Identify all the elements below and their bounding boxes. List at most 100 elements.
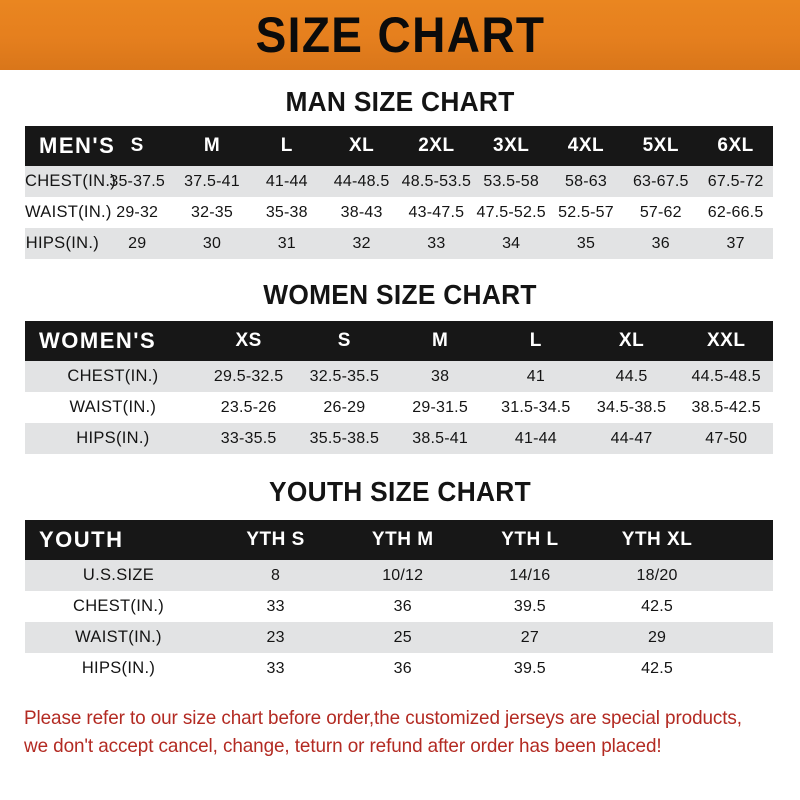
section-title-women: WOMEN SIZE CHART	[263, 279, 537, 310]
column-header: XL	[324, 126, 399, 166]
table-row: WAIST(IN.) 29-32 32-35 35-38 38-43 43-47…	[25, 197, 773, 228]
row-label: WAIST(IN.)	[25, 622, 212, 653]
table-cell: 38-43	[324, 197, 399, 228]
table-cell: 36	[623, 228, 699, 259]
table-cell: 41	[487, 361, 584, 392]
table-cell: 58-63	[548, 166, 624, 197]
column-header: L	[249, 126, 325, 166]
table-cell: 18/20	[593, 560, 721, 591]
row-label: CHEST(IN.)	[25, 591, 212, 622]
table-cell: 44-48.5	[324, 166, 399, 197]
column-header: YTH M	[339, 520, 467, 560]
table-cell: 42.5	[593, 653, 721, 684]
table-row: WAIST(IN.) 23 25 27 29	[25, 622, 773, 653]
table-row: HIPS(IN.) 33-35.5 35.5-38.5 38.5-41 41-4…	[25, 423, 773, 454]
table-cell: 39.5	[466, 653, 594, 684]
column-header: S	[296, 321, 393, 361]
column-header: 5XL	[623, 126, 699, 166]
table-cell: 57-62	[623, 197, 699, 228]
table-cell: 38	[392, 361, 488, 392]
table-cell-spacer	[720, 591, 773, 622]
column-header: YTH S	[212, 520, 340, 560]
table-cell: 37	[698, 228, 773, 259]
column-header-spacer	[720, 520, 773, 560]
table-body-youth: U.S.SIZE 8 10/12 14/16 18/20 CHEST(IN.) …	[25, 560, 773, 684]
table-head-man: MEN'S S M L XL 2XL 3XL 4XL 5XL 6XL	[25, 126, 773, 166]
table-cell: 34	[473, 228, 549, 259]
table-cell: 41-44	[249, 166, 325, 197]
row-label: U.S.SIZE	[25, 560, 212, 591]
table-cell: 23	[212, 622, 340, 653]
row-label: HIPS(IN.)	[25, 653, 212, 684]
table-body-women: CHEST(IN.) 29.5-32.5 32.5-35.5 38 41 44.…	[25, 361, 773, 454]
table-header-row: MEN'S S M L XL 2XL 3XL 4XL 5XL 6XL	[25, 126, 773, 166]
table-cell: 29.5-32.5	[200, 361, 297, 392]
table-cell: 29-32	[99, 197, 175, 228]
table-cell: 30	[174, 228, 250, 259]
table-cell: 29-31.5	[392, 392, 488, 423]
section-youth: YOUTH SIZE CHART YOUTH YTH S YTH M YTH L…	[0, 476, 800, 684]
section-women: WOMEN SIZE CHART WOMEN'S XS S M L XL	[0, 279, 800, 454]
order-policy-note-line-1: Please refer to our size chart before or…	[24, 707, 742, 729]
column-header: L	[487, 321, 584, 361]
column-header: 3XL	[473, 126, 549, 166]
table-row: CHEST(IN.) 35-37.5 37.5-41 41-44 44-48.5…	[25, 166, 773, 197]
table-cell: 31.5-34.5	[487, 392, 584, 423]
table-cell: 33	[212, 653, 340, 684]
row-label: CHEST(IN.)	[25, 166, 116, 197]
size-table-youth: YOUTH YTH S YTH M YTH L YTH XL U.S.SIZE …	[25, 520, 773, 684]
table-body-man: CHEST(IN.) 35-37.5 37.5-41 41-44 44-48.5…	[25, 166, 773, 259]
column-header: YTH L	[466, 520, 594, 560]
column-header: XL	[583, 321, 680, 361]
order-policy-note-line-2: we don't accept cancel, change, teturn o…	[24, 735, 662, 758]
table-cell: 33-35.5	[200, 423, 297, 454]
row-label: WAIST(IN.)	[25, 197, 111, 228]
table-row: U.S.SIZE 8 10/12 14/16 18/20	[25, 560, 773, 591]
column-header: XS	[200, 321, 297, 361]
table-cell: 14/16	[466, 560, 594, 591]
table-cell: 27	[466, 622, 594, 653]
table-row: HIPS(IN.) 33 36 39.5 42.5	[25, 653, 773, 684]
table-row: CHEST(IN.) 33 36 39.5 42.5	[25, 591, 773, 622]
table-corner-label: WOMEN'S	[25, 321, 201, 361]
table-cell: 35.5-38.5	[296, 423, 393, 454]
row-label: CHEST(IN.)	[25, 361, 201, 392]
column-header: M	[392, 321, 488, 361]
table-cell: 38.5-42.5	[679, 392, 773, 423]
table-cell: 8	[212, 560, 340, 591]
table-cell: 47-50	[679, 423, 773, 454]
column-header: XXL	[679, 321, 773, 361]
table-corner-label: YOUTH	[25, 520, 212, 560]
row-label: WAIST(IN.)	[25, 392, 201, 423]
column-header: 6XL	[698, 126, 773, 166]
table-cell: 25	[339, 622, 467, 653]
table-head-women: WOMEN'S XS S M L XL XXL	[25, 321, 773, 361]
table-cell: 32-35	[174, 197, 250, 228]
table-row: HIPS(IN.) 29 30 31 32 33 34 35 36 37	[25, 228, 773, 259]
table-cell: 44.5	[583, 361, 680, 392]
table-cell-spacer	[720, 622, 773, 653]
table-cell: 33	[212, 591, 340, 622]
table-header-row: YOUTH YTH S YTH M YTH L YTH XL	[25, 520, 773, 560]
column-header: M	[174, 126, 250, 166]
column-header: S	[99, 126, 175, 166]
table-cell: 32	[324, 228, 399, 259]
table-cell: 42.5	[593, 591, 721, 622]
table-cell: 63-67.5	[623, 166, 699, 197]
table-cell: 35-38	[249, 197, 325, 228]
table-cell: 35-37.5	[99, 166, 175, 197]
size-table-man: MEN'S S M L XL 2XL 3XL 4XL 5XL 6XL CHEST	[25, 126, 773, 259]
table-cell: 36	[339, 653, 467, 684]
section-title-man: MAN SIZE CHART	[285, 86, 515, 117]
table-cell: 44-47	[583, 423, 680, 454]
section-man: MAN SIZE CHART MEN'S S M L XL 2XL 3XL 4X…	[0, 86, 800, 259]
table-wrap-women: WOMEN'S XS S M L XL XXL CHEST(IN.) 29.5-…	[25, 321, 773, 454]
table-cell: 39.5	[466, 591, 594, 622]
table-cell: 47.5-52.5	[473, 197, 549, 228]
table-row: WAIST(IN.) 23.5-26 26-29 29-31.5 31.5-34…	[25, 392, 773, 423]
table-cell: 38.5-41	[392, 423, 488, 454]
table-cell: 48.5-53.5	[398, 166, 474, 197]
table-cell: 35	[548, 228, 624, 259]
table-cell: 62-66.5	[698, 197, 773, 228]
